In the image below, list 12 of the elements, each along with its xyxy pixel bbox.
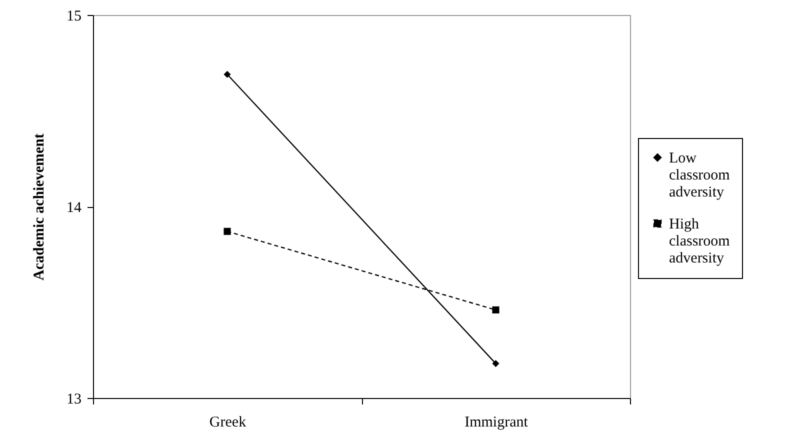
point bbox=[224, 228, 231, 235]
point bbox=[224, 70, 231, 78]
x-tick-label: Greek bbox=[209, 414, 247, 430]
legend-label: Low classroom adversity bbox=[669, 150, 730, 200]
y-tick-label: 14 bbox=[66, 200, 82, 216]
y-tick-label: 15 bbox=[66, 8, 82, 24]
point bbox=[492, 360, 500, 368]
y-axis-title: Academic achievement bbox=[32, 133, 48, 281]
x-tick-label: Immigrant bbox=[464, 414, 529, 430]
point bbox=[492, 306, 500, 314]
y-tick-label: 13 bbox=[66, 392, 82, 408]
legend-label: High classroom adversity bbox=[669, 216, 730, 266]
